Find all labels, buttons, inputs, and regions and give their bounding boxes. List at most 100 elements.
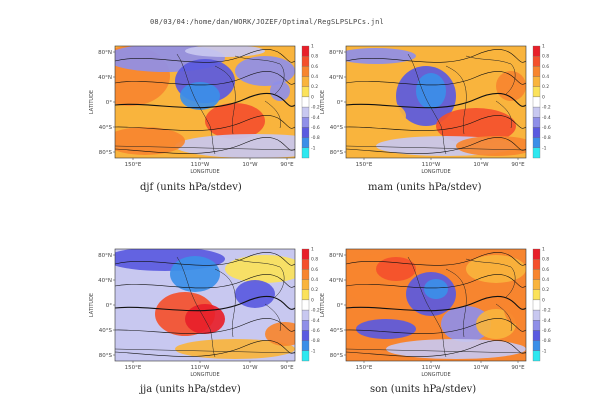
colorbar-tick-label: -0.4 — [542, 318, 551, 324]
anomaly-region — [175, 134, 295, 158]
colorbar-swatch — [301, 137, 310, 148]
anomaly-region — [346, 56, 406, 106]
anomaly-region — [386, 339, 526, 359]
colorbar-tick-label: 0.8 — [542, 257, 549, 263]
lat-tick-label: 80°S — [330, 353, 344, 359]
colorbar-swatch — [301, 269, 310, 280]
lat-tick-label: 0° — [106, 100, 112, 106]
coastline — [445, 65, 467, 135]
colorbar-tick-label: -0.8 — [311, 338, 320, 344]
coastline — [176, 256, 216, 358]
colorbar-tick-label: 0.2 — [542, 84, 549, 90]
anomaly-region — [170, 256, 220, 292]
lat-tick-label: 80°S — [99, 353, 113, 359]
colorbar-swatch — [532, 66, 541, 77]
contour-line — [115, 49, 295, 63]
map-field — [345, 248, 527, 362]
colorbar-tick-label: 0 — [311, 94, 314, 100]
map-panel-mam: 80°N 40°N 0° 40°S 80°S 150°E 110°W 10°W 90°E LATI… — [316, 40, 561, 205]
latitude-axis-title: LATITUDE — [89, 293, 95, 317]
anomaly-region — [496, 71, 526, 101]
map-field — [345, 45, 527, 159]
anomaly-region — [376, 257, 416, 281]
lon-tick-label: 10°W — [473, 162, 489, 168]
coastline — [264, 100, 281, 129]
anomaly-region — [175, 339, 295, 359]
lon-tick-label: 150°E — [356, 162, 373, 168]
colorbar-swatch — [301, 96, 310, 108]
lat-tick-label: 80°N — [98, 50, 112, 56]
anomaly-region — [346, 100, 406, 132]
colorbar-tick-label: -0.6 — [311, 125, 320, 131]
contour-line — [346, 49, 526, 63]
colorbar-tick-label: 0.2 — [311, 287, 318, 293]
colorbar-swatch — [532, 299, 541, 311]
coastline — [214, 268, 236, 338]
coastline — [407, 53, 447, 155]
colorbar-swatch — [301, 106, 310, 118]
colorbar-tick-label: -1 — [311, 145, 316, 151]
lat-tick-label: 40°S — [330, 125, 344, 131]
anomaly-region — [225, 255, 295, 283]
contour-line — [115, 318, 295, 334]
colorbar-tick-label: -0.6 — [542, 328, 551, 334]
lat-tick-label: 0° — [106, 303, 112, 309]
colorbar-swatch — [532, 147, 541, 159]
colorbar-tick-label: 0.4 — [311, 74, 318, 80]
lon-tick-label: 90°E — [511, 162, 525, 168]
longitude-axis-title: LONGITUDE — [421, 169, 450, 175]
colorbar-swatch — [532, 309, 541, 321]
caption-mam: mam (units hPa/stdev) — [368, 182, 482, 193]
lon-tick-label: 90°E — [280, 365, 294, 371]
colorbar-swatch — [301, 340, 310, 351]
colorbar-tick-label: -0.8 — [542, 338, 551, 344]
caption-djf: djf (units hPa/stdev) — [140, 182, 242, 193]
contour-line — [115, 274, 295, 289]
map-panel-djf: 80°N 40°N 0° 40°S 80°S 150°E 110°W 10°W 90°E LATI… — [85, 40, 330, 205]
lon-tick-label: 110°W — [191, 162, 210, 168]
anomaly-region — [270, 106, 295, 136]
coastline — [465, 55, 516, 95]
anomaly-region — [265, 322, 295, 346]
lon-tick-label: 90°E — [280, 162, 294, 168]
anomaly-region — [356, 319, 416, 339]
coastline — [495, 303, 512, 332]
colorbar-swatch — [532, 76, 541, 87]
colorbar-tick-label: 0.2 — [542, 287, 549, 293]
lat-tick-label: 40°S — [330, 328, 344, 334]
colorbar-tick-label: 0 — [542, 297, 545, 303]
coastline — [234, 258, 285, 298]
latitude-axis-title: LATITUDE — [89, 90, 95, 114]
colorbar-tick-label: 0.6 — [311, 267, 318, 273]
anomaly-region — [346, 48, 416, 64]
colorbar-swatch — [301, 299, 310, 311]
lat-tick-label: 80°S — [99, 150, 113, 156]
anomaly-region — [270, 81, 290, 101]
colorbar-swatch — [301, 350, 310, 362]
colorbar-swatch — [301, 147, 310, 159]
contour-line — [346, 318, 526, 334]
colorbar-swatch — [532, 56, 541, 67]
map-panel-jja: 80°N 40°N 0° 40°S 80°S 150°E 110°W 10°W 90°E LATI… — [85, 243, 330, 408]
colorbar-swatch — [532, 279, 541, 290]
coastline — [234, 55, 285, 95]
contour-line — [115, 252, 295, 266]
colorbar-swatch — [532, 340, 541, 351]
lon-tick-label: 110°W — [422, 162, 441, 168]
lat-tick-label: 40°S — [99, 125, 113, 131]
colorbar-tick-label: -0.8 — [542, 135, 551, 141]
coastline — [115, 348, 295, 354]
colorbar-tick-label: 0.4 — [542, 74, 549, 80]
colorbar-swatch — [532, 330, 541, 341]
caption-jja: jja (units hPa/stdev) — [140, 384, 241, 395]
map-svg-son: 80°N 40°N 0° 40°S 80°S 150°E 110°W 10°W 90°E LATI… — [320, 247, 551, 379]
longitude-axis-title: LONGITUDE — [421, 372, 450, 378]
map-svg-jja: 80°N 40°N 0° 40°S 80°S 150°E 110°W 10°W 90°E LATI… — [89, 247, 320, 379]
colorbar-tick-label: -1 — [542, 145, 547, 151]
colorbar-tick-label: 1 — [542, 247, 545, 253]
lon-tick-label: 150°E — [125, 162, 142, 168]
colorbar-tick-label: 0 — [542, 94, 545, 100]
lat-tick-label: 40°N — [98, 75, 112, 81]
anomaly-region — [456, 136, 526, 156]
lon-tick-label: 10°W — [242, 162, 258, 168]
